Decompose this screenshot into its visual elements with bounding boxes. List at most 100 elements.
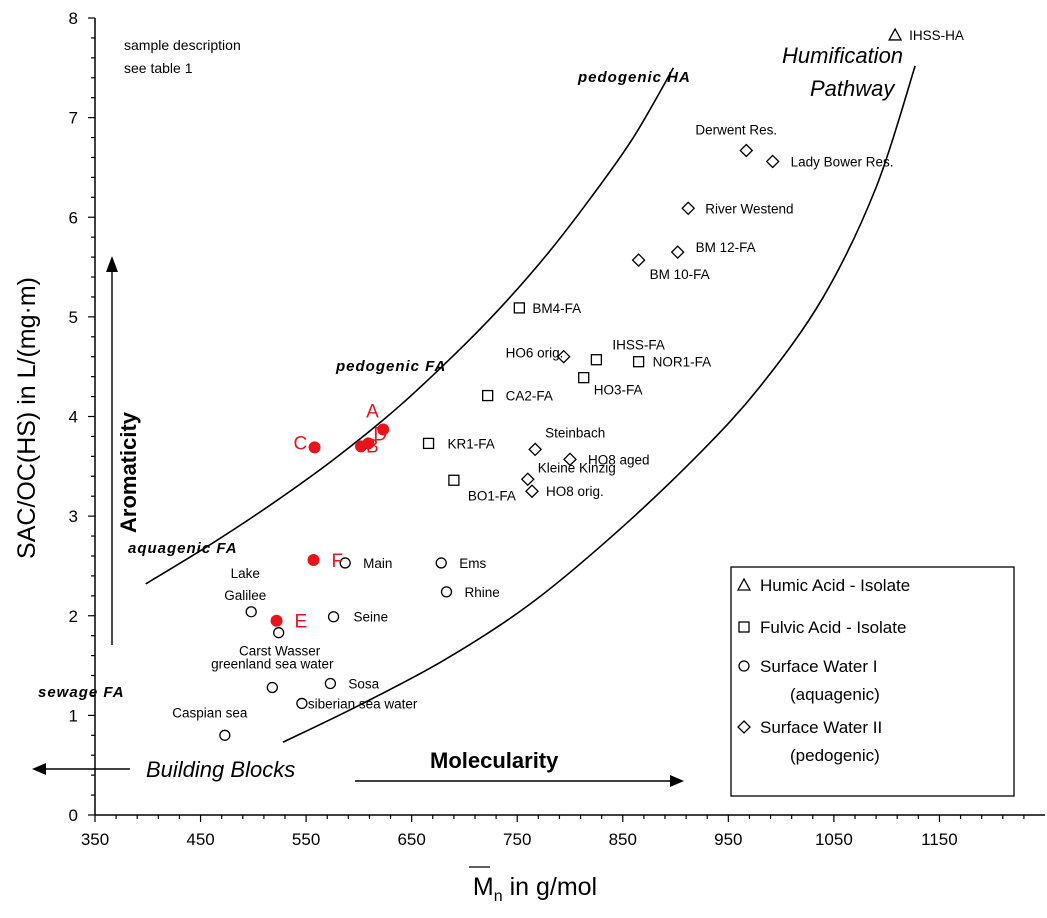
point-ho6-orig bbox=[556, 349, 571, 364]
point-label-steinbach: Steinbach bbox=[545, 425, 605, 440]
point-label-lady-bower-res: Lady Bower Res. bbox=[791, 154, 894, 169]
point-carst-wasser bbox=[273, 627, 285, 639]
point-sosa bbox=[324, 677, 337, 690]
x-tick-label: 1050 bbox=[815, 830, 853, 849]
point-label-d: D bbox=[373, 424, 387, 445]
legend-box bbox=[730, 566, 1015, 797]
point-ihss-ha bbox=[888, 27, 903, 41]
x-tick-label: 750 bbox=[503, 830, 531, 849]
x-axis-title-main: M bbox=[473, 873, 494, 901]
aromaticity-arrowhead bbox=[106, 256, 118, 272]
point-lady-bower-res bbox=[765, 154, 780, 169]
point-label-f: F bbox=[332, 551, 344, 572]
x-tick-label: 950 bbox=[714, 830, 742, 849]
point-ho8-orig bbox=[525, 484, 539, 499]
point-kleine-kinzig bbox=[520, 472, 535, 487]
point-label-ihss-fa: IHSS-FA bbox=[612, 338, 665, 353]
point-label-lake-galilee: Lake Galilee bbox=[224, 566, 266, 603]
legend-marker-diamond bbox=[737, 720, 751, 734]
point-derwent-res bbox=[739, 143, 754, 158]
point-bm4-fa bbox=[513, 302, 525, 314]
point-ca2-fa bbox=[482, 389, 494, 402]
y-tick-label: 3 bbox=[69, 507, 78, 526]
legend-marker-triangle bbox=[736, 577, 752, 591]
point-label-caspian-sea: Caspian sea bbox=[172, 705, 248, 720]
point-label-bm-10-fa: BM 10-FA bbox=[650, 267, 710, 282]
point-label-ho3-fa: HO3-FA bbox=[594, 383, 643, 398]
data-points: IHSS-HA BM4-FA IHSS-FA NOR1-FA HO3-FA CA2-FA K… bbox=[172, 27, 964, 741]
x-tick-label: 350 bbox=[81, 830, 109, 849]
sewage-fa-label: sewage FA bbox=[38, 684, 125, 701]
point-label-river-westend: River Westend bbox=[705, 201, 793, 216]
y-tick-label: 1 bbox=[69, 706, 78, 725]
point-label-kleine-kinzig: Kleine Kinzig bbox=[538, 460, 616, 475]
point-label-sosa: Sosa bbox=[348, 676, 379, 691]
axes: 0 1 2 3 4 5 6 7 8 350 450 550 650 750 850 950 1050 1150 bbox=[69, 9, 1045, 849]
point-label-ho8-orig: HO8 orig. bbox=[546, 484, 604, 499]
x-tick-label: 550 bbox=[292, 830, 320, 849]
point-label-rhine: Rhine bbox=[465, 585, 500, 600]
point-label-kr1-fa: KR1-FA bbox=[448, 436, 495, 451]
point-label-a: A bbox=[366, 401, 379, 422]
point-ihss-fa bbox=[590, 354, 603, 366]
x-tick-label: 450 bbox=[186, 830, 214, 849]
legend-label: Fulvic Acid - Isolate bbox=[760, 618, 906, 637]
point-label-ho6-orig: HO6 orig. bbox=[506, 346, 564, 361]
point-label-main: Main bbox=[363, 556, 392, 571]
point-label-derwent-res: Derwent Res. bbox=[695, 123, 777, 138]
x-axis-title-rest: in g/mol bbox=[503, 873, 597, 901]
pedogenic-fa-label: pedogenic FA bbox=[335, 358, 446, 375]
point-ems bbox=[435, 557, 447, 569]
legend-label-line-2: (aquagenic) bbox=[790, 685, 880, 704]
x-axis-title-sub: n bbox=[494, 888, 503, 905]
y-tick-label: 2 bbox=[69, 607, 78, 626]
legend-label: Surface Water II (pedogenic) bbox=[760, 718, 882, 765]
legend-marker-square bbox=[738, 621, 750, 633]
lower-boundary-curve bbox=[282, 65, 916, 743]
point-f bbox=[307, 553, 320, 566]
humification-label-2: Pathway bbox=[810, 76, 896, 101]
y-tick-label: 7 bbox=[69, 109, 78, 128]
point-label-line-2: Galilee bbox=[224, 588, 266, 603]
legend-label: Humic Acid - Isolate bbox=[760, 576, 910, 595]
legend-label-line-2: (pedogenic) bbox=[790, 746, 880, 765]
legend-marker-circle bbox=[738, 660, 750, 672]
building-blocks-label: Building Blocks bbox=[146, 757, 295, 782]
aromaticity-label: Aromaticity bbox=[116, 411, 141, 533]
point-c bbox=[308, 441, 321, 454]
legend-label-line-1: Humic Acid - Isolate bbox=[760, 576, 910, 595]
annotations: sample description see table 1 pedogenic… bbox=[32, 37, 903, 787]
point-river-westend bbox=[681, 201, 696, 216]
legend-label-line-1: Surface Water II bbox=[760, 718, 882, 737]
point-siberian-sea-water bbox=[296, 697, 308, 710]
y-axis-title: SAC/OC(HS) in L/(mg·m) bbox=[13, 277, 41, 559]
molecularity-label: Molecularity bbox=[430, 748, 559, 773]
point-label-ca2-fa: CA2-FA bbox=[506, 389, 553, 404]
axis-titles: SAC/OC(HS) in L/(mg·m) Mn in g/mol bbox=[13, 277, 597, 905]
point-lake-galilee bbox=[245, 606, 257, 618]
aquagenic-fa-label: aquagenic FA bbox=[128, 540, 238, 557]
point-label-e: E bbox=[295, 612, 308, 633]
point-label-line-1: Lake bbox=[231, 566, 260, 581]
point-d bbox=[362, 437, 375, 450]
sample-note-line-1: sample description bbox=[124, 37, 241, 53]
point-a bbox=[377, 423, 390, 436]
y-tick-label: 6 bbox=[69, 208, 78, 227]
point-caspian-sea bbox=[219, 729, 231, 741]
point-e bbox=[270, 614, 283, 627]
legend-label-line-1: Surface Water I bbox=[760, 657, 877, 676]
x-tick-label: 650 bbox=[397, 830, 425, 849]
x-tick-label: 850 bbox=[609, 830, 637, 849]
point-bm-10-fa bbox=[631, 253, 646, 268]
point-label-ems: Ems bbox=[459, 556, 486, 571]
point-label-bo1-fa: BO1-FA bbox=[468, 488, 516, 503]
point-label-bm4-fa: BM4-FA bbox=[532, 301, 581, 316]
y-tick-label: 5 bbox=[69, 308, 78, 327]
legend-label-line-1: Fulvic Acid - Isolate bbox=[760, 618, 906, 637]
point-label-c: C bbox=[294, 433, 308, 454]
point-seine bbox=[327, 611, 340, 623]
point-ho3-fa bbox=[578, 371, 590, 384]
point-ho8-aged bbox=[563, 452, 577, 467]
legend: Humic Acid - Isolate Fulvic Acid - Isolat… bbox=[730, 566, 1015, 797]
